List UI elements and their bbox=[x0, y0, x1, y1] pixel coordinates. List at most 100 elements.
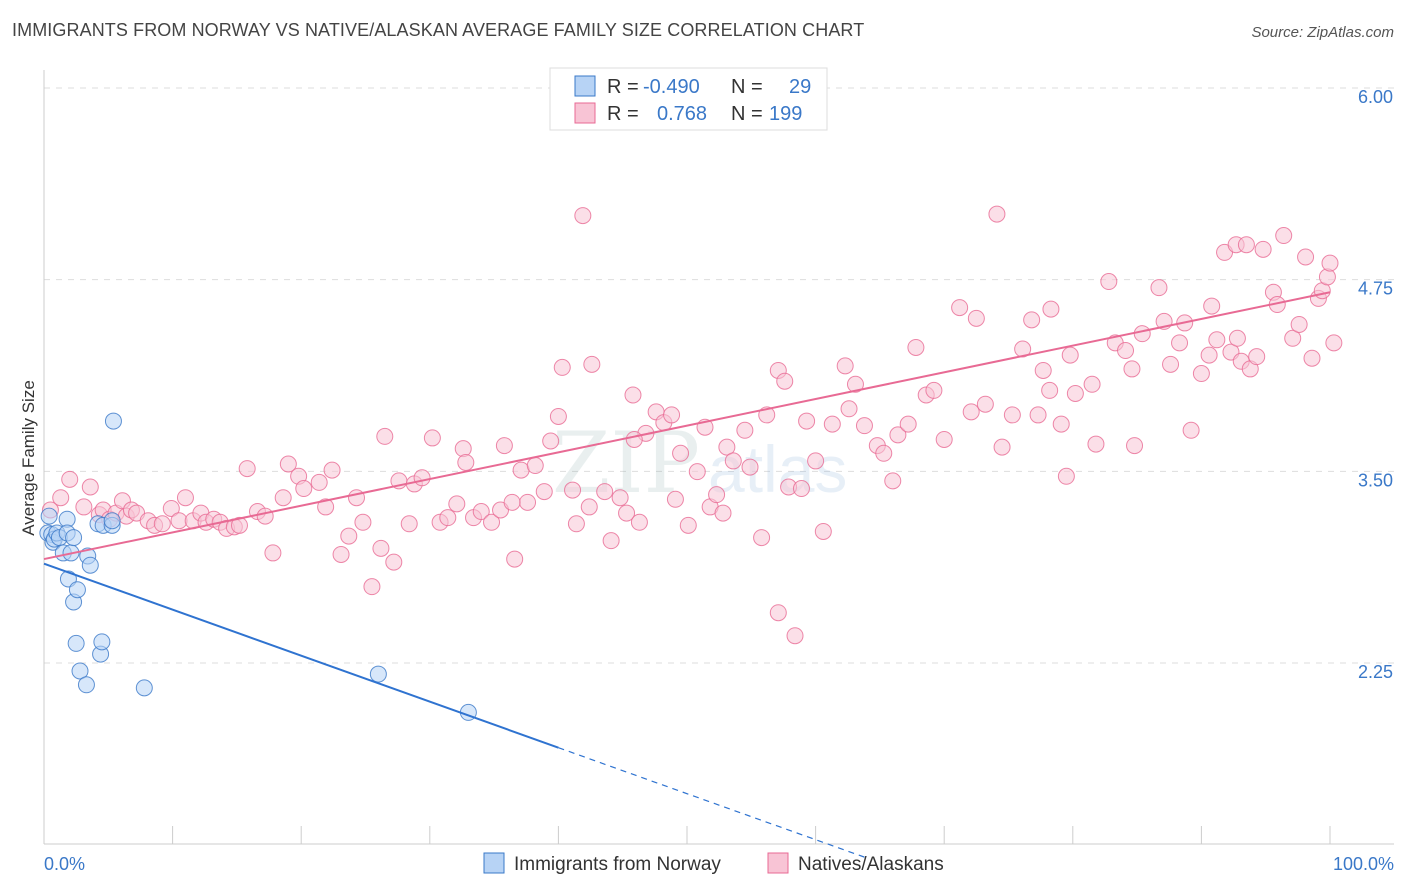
natives-alaskans-point bbox=[574, 207, 592, 225]
natives-alaskans-point bbox=[264, 544, 282, 562]
natives-alaskans-point bbox=[274, 489, 292, 507]
natives-alaskans-point bbox=[618, 504, 636, 522]
natives-alaskans-point bbox=[602, 532, 620, 550]
chart-title: IMMIGRANTS FROM NORWAY VS NATIVE/ALASKAN… bbox=[12, 20, 865, 40]
natives-alaskans-point bbox=[1171, 334, 1189, 352]
natives-alaskans-point bbox=[1321, 254, 1339, 272]
natives-alaskans-point bbox=[1083, 375, 1101, 393]
natives-alaskans-point bbox=[1192, 365, 1210, 383]
natives-alaskans-point bbox=[1182, 421, 1200, 439]
immigrants-norway-point bbox=[81, 556, 99, 574]
legend-stats: R = -0.490 N = 29 R = 0.768 N = 199 bbox=[549, 67, 828, 131]
natives-alaskans-point bbox=[567, 515, 585, 533]
natives-alaskans-point bbox=[814, 522, 832, 540]
natives-alaskans-point bbox=[1087, 435, 1105, 453]
natives-alaskans-point bbox=[846, 375, 864, 393]
natives-alaskans-point bbox=[279, 455, 297, 473]
natives-alaskans-point bbox=[230, 516, 248, 534]
natives-alaskans-point bbox=[295, 480, 313, 498]
natives-alaskans-point bbox=[542, 432, 560, 450]
natives-alaskans-point bbox=[611, 489, 629, 507]
immigrants-norway-point bbox=[135, 679, 153, 697]
natives-alaskans-point bbox=[1003, 406, 1021, 424]
natives-alaskans-point bbox=[993, 438, 1011, 456]
natives-alaskans-point bbox=[1162, 355, 1180, 373]
natives-alaskans-point bbox=[666, 490, 684, 508]
immigrants-norway-point bbox=[77, 676, 95, 694]
natives-alaskans-point bbox=[624, 386, 642, 404]
natives-alaskans-point bbox=[340, 527, 358, 545]
natives-alaskans-point bbox=[495, 437, 513, 455]
x-axis-ticks bbox=[43, 826, 1331, 844]
natives-alaskans-point bbox=[907, 338, 925, 356]
natives-alaskans-point bbox=[549, 407, 567, 425]
immigrants-norway-point bbox=[104, 412, 122, 430]
legend-series: Immigrants from Norway Natives/Alaskans bbox=[483, 852, 944, 875]
natives-alaskans-point bbox=[238, 460, 256, 478]
immigrants-norway-point bbox=[93, 633, 111, 651]
natives-alaskans-point bbox=[376, 427, 394, 445]
natives-alaskans-point bbox=[519, 493, 537, 511]
x-tick-label-min: 0.0% bbox=[44, 854, 85, 874]
natives-alaskans-point bbox=[1275, 227, 1293, 245]
y-tick-label: 6.00 bbox=[1358, 87, 1393, 107]
natives-alaskans-point bbox=[162, 499, 180, 517]
natives-alaskans-point bbox=[332, 545, 350, 563]
natives-alaskans-point bbox=[1248, 348, 1266, 366]
natives-alaskans-point bbox=[840, 400, 858, 418]
natives-alaskans-point bbox=[256, 507, 274, 525]
immigrants-norway-point bbox=[71, 662, 89, 680]
natives-alaskans-point bbox=[317, 498, 335, 516]
natives-alaskans-point bbox=[836, 357, 854, 375]
natives-alaskans-point bbox=[400, 515, 418, 533]
natives-alaskans-point bbox=[363, 578, 381, 596]
natives-alaskans-point bbox=[1200, 346, 1218, 364]
natives-alaskans-point bbox=[776, 372, 794, 390]
natives-alaskans-point bbox=[1034, 361, 1052, 379]
legend-label-natives: Natives/Alaskans bbox=[798, 854, 944, 875]
natives-alaskans-point bbox=[935, 430, 953, 448]
natives-alaskans-point bbox=[413, 469, 431, 487]
natives-alaskans-point bbox=[625, 430, 643, 448]
grid-lines bbox=[44, 87, 1394, 664]
natives-alaskans-point bbox=[1066, 384, 1084, 402]
legend-row1-n-label: N = bbox=[731, 76, 763, 98]
natives-alaskans-point bbox=[925, 381, 943, 399]
natives-alaskans-point bbox=[962, 403, 980, 421]
natives-alaskans-point bbox=[583, 355, 601, 373]
natives-alaskans-point bbox=[630, 513, 648, 531]
natives-alaskans-point bbox=[1290, 315, 1308, 333]
natives-alaskans-point bbox=[1041, 381, 1059, 399]
natives-alaskans-point bbox=[1208, 331, 1226, 349]
natives-alaskans-point bbox=[52, 489, 70, 507]
natives-alaskans-point bbox=[1297, 248, 1315, 266]
natives-alaskans-point bbox=[448, 495, 466, 513]
legend-stats-box bbox=[549, 67, 828, 131]
natives-alaskans-point bbox=[81, 478, 99, 496]
natives-alaskans-point bbox=[553, 358, 571, 376]
legend-label-norway: Immigrants from Norway bbox=[514, 854, 721, 875]
natives-alaskans-point bbox=[899, 415, 917, 433]
natives-alaskans-point bbox=[884, 472, 902, 490]
natives-alaskans-point bbox=[792, 480, 810, 498]
natives-alaskans-point bbox=[1061, 346, 1079, 364]
natives-alaskans-point bbox=[1254, 240, 1272, 258]
natives-alaskans-point bbox=[535, 483, 553, 501]
natives-alaskans-point bbox=[967, 309, 985, 327]
natives-alaskans-point bbox=[951, 299, 969, 317]
x-tick-label-max: 100.0% bbox=[1333, 854, 1394, 874]
y-tick-label: 4.75 bbox=[1358, 279, 1393, 299]
natives-alaskans-point bbox=[672, 444, 690, 462]
legend-swatch-natives bbox=[767, 852, 789, 874]
legend-row1-r-label: R = bbox=[607, 76, 639, 98]
natives-alaskans-point bbox=[61, 470, 79, 488]
natives-alaskans-point bbox=[988, 205, 1006, 223]
natives-alaskans-point bbox=[439, 509, 457, 527]
natives-alaskans-point bbox=[1228, 329, 1246, 347]
natives-alaskans-point bbox=[526, 457, 544, 475]
natives-alaskans-point bbox=[472, 503, 490, 521]
natives-alaskans-point bbox=[663, 406, 681, 424]
legend-stats-swatch-blue bbox=[574, 75, 596, 97]
y-axis-label: Average Family Size bbox=[19, 380, 38, 536]
